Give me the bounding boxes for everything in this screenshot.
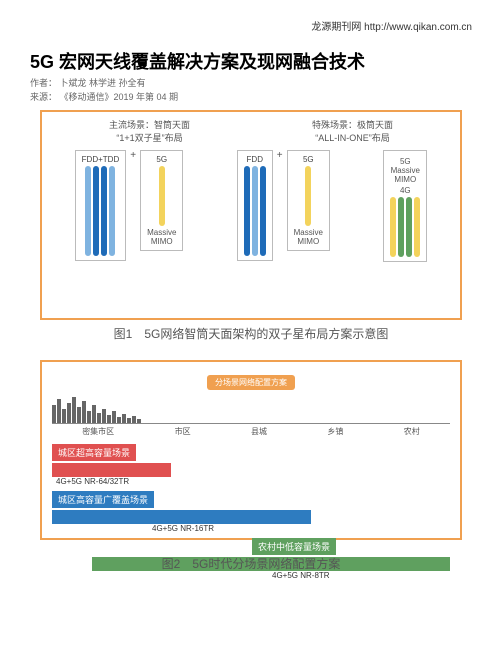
antenna-element	[305, 166, 311, 226]
antenna-element	[101, 166, 107, 256]
tier-high-sub: 4G+5G NR-64/32TR	[56, 477, 450, 486]
antenna-element	[398, 197, 404, 257]
plus-icon: +	[130, 150, 136, 161]
fig1-mid-group: FDD + 5G Massive MIMO	[237, 150, 330, 261]
figure2-caption: 图2 5G时代分场景网络配置方案	[40, 555, 462, 572]
scenario-main: 主流场景：智筒天面 “1+1双子星”布局	[109, 118, 190, 144]
zone-label: 乡镇	[327, 426, 343, 437]
tier-mid-bar	[52, 510, 311, 524]
tier-low-label: 农村中低容量场景	[252, 538, 336, 555]
tier-high: 城区超高容量场景 4G+5G NR-64/32TR	[52, 443, 450, 486]
antenna-element	[260, 166, 266, 256]
zone-label: 县城	[251, 426, 267, 437]
authors-label: 作者：	[30, 78, 57, 88]
plus-icon: +	[277, 150, 283, 161]
source-line: 来源： 《移动通信》2019 年第 04 期	[30, 90, 178, 103]
antenna-element	[244, 166, 250, 256]
header-source-link[interactable]: 龙源期刊网 http://www.qikan.com.cn	[311, 18, 472, 33]
box2-label: FDD	[244, 155, 266, 164]
figure2-banner: 分场景网络配置方案	[207, 375, 295, 390]
antenna-box-fdd: FDD	[237, 150, 273, 261]
antenna-element	[109, 166, 115, 256]
zone-label: 密集市区	[82, 426, 114, 437]
authors-line: 作者： 卜斌龙 林学进 孙全有	[30, 76, 146, 89]
massive-mimo-label: Massive MIMO	[147, 228, 176, 246]
tier-mid: 城区高容量广覆盖场景 4G+5G NR-16TR	[52, 490, 450, 533]
scenario-special: 特殊场景：极筒天面 “ALL-IN-ONE”布局	[312, 118, 393, 144]
box1-label: FDD+TDD	[82, 155, 120, 164]
scenario-special-line1: 特殊场景：极筒天面	[312, 118, 393, 131]
figure1-body: FDD+TDD + 5G Massive MIMO	[48, 150, 454, 300]
source-value: 《移动通信》2019 年第 04 期	[60, 92, 179, 102]
antenna-element	[93, 166, 99, 256]
site-label: 龙源期刊网	[311, 22, 361, 33]
page-title: 5G 宏网天线覆盖解决方案及现网融合技术	[30, 48, 472, 74]
scenario-main-line1: 主流场景：智筒天面	[109, 118, 190, 131]
antenna-element	[414, 197, 420, 257]
figure-1: 主流场景：智筒天面 “1+1双子星”布局 特殊场景：极筒天面 “ALL-IN-O…	[40, 110, 462, 320]
scenario-special-line2: “ALL-IN-ONE”布局	[312, 131, 393, 144]
box-5g-label: 5G	[294, 155, 323, 164]
fig1-right-group: 5G Massive MIMO 4G	[383, 150, 427, 262]
allinone-5g-label: 5G Massive MIMO	[390, 157, 420, 184]
figure1-scenario-labels: 主流场景：智筒天面 “1+1双子星”布局 特殊场景：极筒天面 “ALL-IN-O…	[48, 118, 454, 144]
fig1-left-group: FDD+TDD + 5G Massive MIMO	[75, 150, 184, 261]
skyline-icon	[52, 396, 450, 424]
antenna-element	[252, 166, 258, 256]
scenario-main-line2: “1+1双子星”布局	[109, 131, 190, 144]
authors-value: 卜斌龙 林学进 孙全有	[60, 78, 146, 88]
antenna-element	[406, 197, 412, 257]
tier-high-bar	[52, 463, 171, 477]
tier-mid-sub: 4G+5G NR-16TR	[152, 524, 450, 533]
site-url: http://www.qikan.com.cn	[364, 22, 472, 33]
tier-mid-label: 城区高容量广覆盖场景	[52, 491, 154, 508]
figure1-caption: 图1 5G网络智筒天面架构的双子星布局方案示意图	[40, 325, 462, 342]
tier-low-sub: 4G+5G NR-8TR	[272, 571, 450, 580]
zone-label: 市区	[175, 426, 191, 437]
figure-2: 分场景网络配置方案 密集市区 市区 县城 乡镇 农村 城区超高容量场景 4G+5…	[40, 360, 462, 540]
antenna-box-allinone: 5G Massive MIMO 4G	[383, 150, 427, 262]
antenna-element	[159, 166, 165, 226]
zone-labels: 密集市区 市区 县城 乡镇 农村	[52, 426, 450, 437]
antenna-box-5g-left: 5G Massive MIMO	[140, 150, 183, 251]
allinone-4g-label: 4G	[390, 186, 420, 195]
antenna-box-fdd-tdd: FDD+TDD	[75, 150, 127, 261]
source-label: 来源：	[30, 92, 57, 102]
massive-mimo-label: Massive MIMO	[294, 228, 323, 246]
box-5g-label: 5G	[147, 155, 176, 164]
antenna-box-5g-mid: 5G Massive MIMO	[287, 150, 330, 251]
antenna-element	[85, 166, 91, 256]
tier-high-label: 城区超高容量场景	[52, 444, 136, 461]
antenna-element	[390, 197, 396, 257]
zone-label: 农村	[404, 426, 420, 437]
